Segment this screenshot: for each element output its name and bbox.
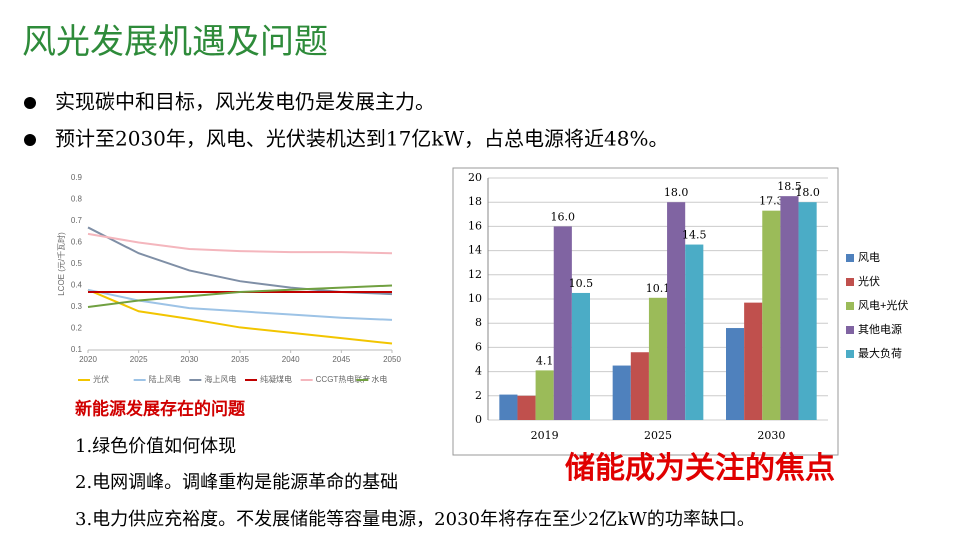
problem-item: 1.绿色价值如何体现 [75,436,236,457]
x-tick-label: 2035 [231,355,249,364]
value-label: 17.3 [759,195,784,208]
x-tick-label: 2040 [282,355,300,364]
series-line [87,232,393,255]
y-tick-label: 14 [468,244,482,257]
legend-label: CCGT热电联产 [316,374,371,384]
y-tick-label: 12 [468,268,482,281]
legend-label: 其他电源 [858,322,902,336]
value-label: 18.5 [777,180,802,193]
bar [612,365,631,420]
legend-label: 风电+光伏 [858,298,908,312]
legend-swatch [846,350,854,358]
y-tick-label: 0.8 [71,195,83,204]
series-line [87,284,393,308]
x-tick-label: 2050 [383,355,401,364]
x-tick-label: 2020 [79,355,97,364]
bullet: 实现碳中和目标，风光发电仍是发展主力。 [55,90,435,114]
legend-label: 光伏 [858,274,880,288]
legend-swatch [846,278,854,286]
series-line [87,288,393,345]
bullet: 预计至2030年，风电、光伏装机达到17亿kW，占总电源将近48%。 [55,127,668,151]
bar [648,297,668,420]
legend-swatch [846,302,854,310]
x-tick-label: 2045 [332,355,350,364]
bar [744,302,763,420]
legend-label: 海上风电 [204,374,236,384]
bar [726,328,745,420]
y-tick-label: 0.3 [71,302,83,311]
y-tick-label: 10 [468,292,482,305]
y-tick-label: 18 [468,195,482,208]
y-tick-label: 6 [475,340,482,353]
highlight: 储能成为关注的焦点 [565,451,835,485]
slide-title: 风光发展机遇及问题 [22,23,328,61]
x-tick-label: 2019 [531,429,559,442]
bullet-dot [24,97,36,109]
bar [499,394,518,420]
bar [798,202,817,420]
legend-label: 光伏 [93,374,109,384]
legend-swatch [846,254,854,262]
value-label: 10.1 [646,282,671,295]
y-tick-label: 4 [475,365,482,378]
legend-swatch [846,326,854,334]
series-line [87,288,393,321]
y-tick-label: 0.7 [71,216,83,225]
bar [667,202,686,420]
y-tick-label: 0.6 [71,238,83,247]
problems-heading: 新能源发展存在的问题 [75,398,246,418]
bar [517,395,536,420]
y-tick-label: 0.5 [71,259,83,268]
y-tick-label: 8 [475,316,482,329]
value-label: 18.0 [795,186,820,199]
x-tick-label: 2025 [130,355,148,364]
x-tick-label: 2030 [180,355,198,364]
y-axis-label: LCOE (元/千瓦时) [56,232,66,296]
y-tick-label: 0.1 [71,345,83,354]
bar [535,370,554,420]
value-label: 4.1 [536,354,554,367]
bar [762,210,781,420]
series-line [87,226,393,296]
y-tick-label: 16 [468,219,482,232]
y-tick-label: 2 [475,389,482,402]
value-label: 10.5 [569,277,594,290]
y-tick-label: 0.9 [71,173,83,182]
bar [780,196,799,420]
legend-label: 风电 [858,251,880,264]
legend-label: 陆上风电 [149,374,181,384]
legend-label: 最大负荷 [858,346,902,360]
legend-label: 水电 [371,374,387,384]
y-tick-label: 0 [475,413,482,426]
bar [553,226,572,420]
value-label: 16.0 [551,210,576,223]
x-tick-label: 2030 [757,429,785,442]
chart-frame [452,167,839,456]
y-tick-label: 20 [468,171,482,184]
y-tick-label: 0.2 [71,324,83,333]
bar [571,292,590,420]
y-tick-label: 0.4 [71,281,83,290]
legend-label: 纯凝煤电 [260,374,292,384]
problem-item: 2.电网调峰。调峰重构是能源革命的基础 [75,472,398,493]
bullet-dot [24,134,36,146]
problem-item: 3.电力供应充裕度。不发展储能等容量电源，2030年将存在至少2亿kW的功率缺口… [75,509,755,530]
bar [685,244,704,420]
bar [630,352,649,420]
x-tick-label: 2025 [644,429,672,442]
value-label: 18.0 [664,186,689,199]
value-label: 14.5 [682,229,707,242]
